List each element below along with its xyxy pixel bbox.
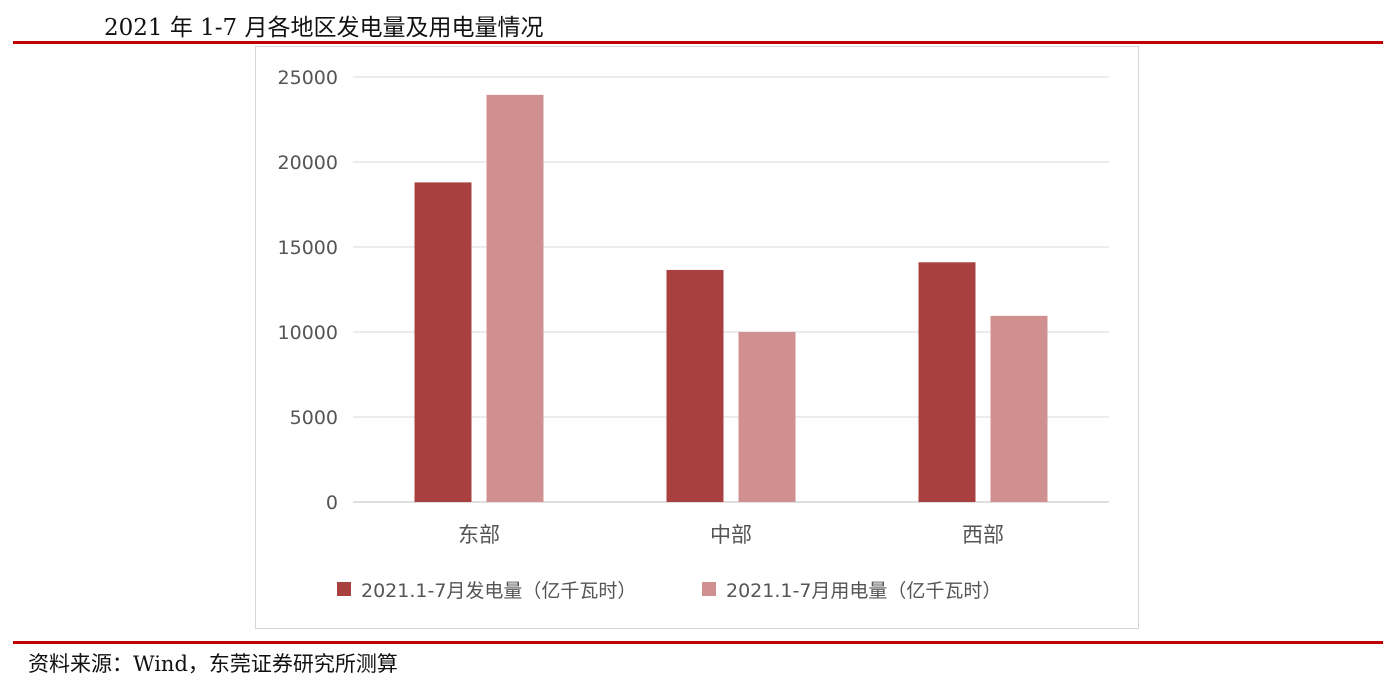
y-tick-label: 0 [326, 492, 338, 514]
bar [666, 269, 724, 502]
gridlines [353, 76, 1109, 503]
top-rule [13, 41, 1383, 44]
legend: 2021.1-7月发电量（亿千瓦时） 2021.1-7月用电量（亿千瓦时） [337, 580, 1001, 602]
legend-swatch [702, 582, 716, 596]
y-tick-label: 25000 [278, 67, 338, 89]
page-title: 2021 年 1-7 月各地区发电量及用电量情况 [104, 15, 544, 41]
bottom-rule [13, 641, 1383, 644]
x-tick-label: 中部 [710, 523, 752, 547]
x-axis-ticks: 东部 中部 西部 [458, 523, 1004, 547]
legend-swatch [337, 582, 351, 596]
bar [486, 94, 544, 502]
bar [990, 315, 1048, 502]
y-tick-label: 15000 [278, 237, 338, 259]
legend-label: 2021.1-7月用电量（亿千瓦时） [726, 580, 1001, 602]
x-tick-label: 东部 [458, 523, 500, 547]
chart-frame: 0 5000 10000 15000 20000 25000 东部 中部 西部 2021.1-… [255, 46, 1139, 629]
y-tick-label: 20000 [278, 152, 338, 174]
bar [738, 332, 796, 502]
bar [414, 182, 472, 502]
y-axis-ticks: 0 5000 10000 15000 20000 25000 [278, 67, 338, 514]
bar [918, 262, 976, 502]
bar-chart: 0 5000 10000 15000 20000 25000 东部 中部 西部 2021.1-… [278, 67, 1109, 602]
bars [414, 94, 1048, 502]
y-tick-label: 5000 [290, 407, 338, 429]
legend-label: 2021.1-7月发电量（亿千瓦时） [361, 580, 636, 602]
source-note: 资料来源：Wind，东莞证券研究所测算 [28, 652, 398, 676]
y-tick-label: 10000 [278, 322, 338, 344]
x-tick-label: 西部 [962, 523, 1004, 547]
